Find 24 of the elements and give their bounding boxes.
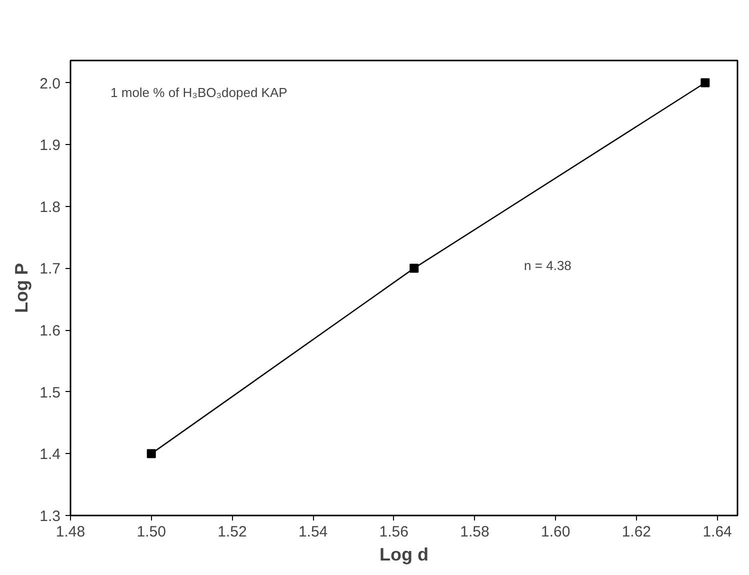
x-tick-label: 1.64 (702, 524, 732, 540)
x-tick-label: 1.48 (56, 524, 86, 540)
point (146, 449, 156, 458)
y-tick-label: 1.4 (40, 446, 61, 464)
x-tick-label: 1.60 (540, 524, 570, 540)
y-tick-label: 1.6 (40, 322, 61, 340)
y-tick-label: 1.8 (40, 198, 61, 216)
annotation: n = 4.38 (524, 258, 572, 273)
y-tick-label: 1.7 (40, 260, 61, 278)
y-tick-label: 1.9 (40, 137, 61, 154)
y-tick-label: 1.3 (40, 508, 61, 525)
x-tick-label: 1.62 (622, 524, 652, 540)
x-tick-label: 1.50 (136, 524, 166, 540)
y-tick-label: 1.5 (40, 384, 61, 402)
x-tick-label: 1.56 (379, 524, 408, 540)
y-axis-title: Log P (12, 262, 32, 313)
y-tick-label: 2.0 (40, 75, 61, 92)
x-axis-title: Log d (380, 544, 428, 564)
x-tick-label: 1.54 (298, 524, 328, 540)
x-tick-label: 1.58 (460, 524, 490, 540)
annotation: 1 mole % of H₃BO₃doped KAP (110, 84, 288, 100)
point (700, 78, 710, 88)
x-tick-label: 1.52 (218, 524, 247, 540)
point (410, 264, 419, 273)
